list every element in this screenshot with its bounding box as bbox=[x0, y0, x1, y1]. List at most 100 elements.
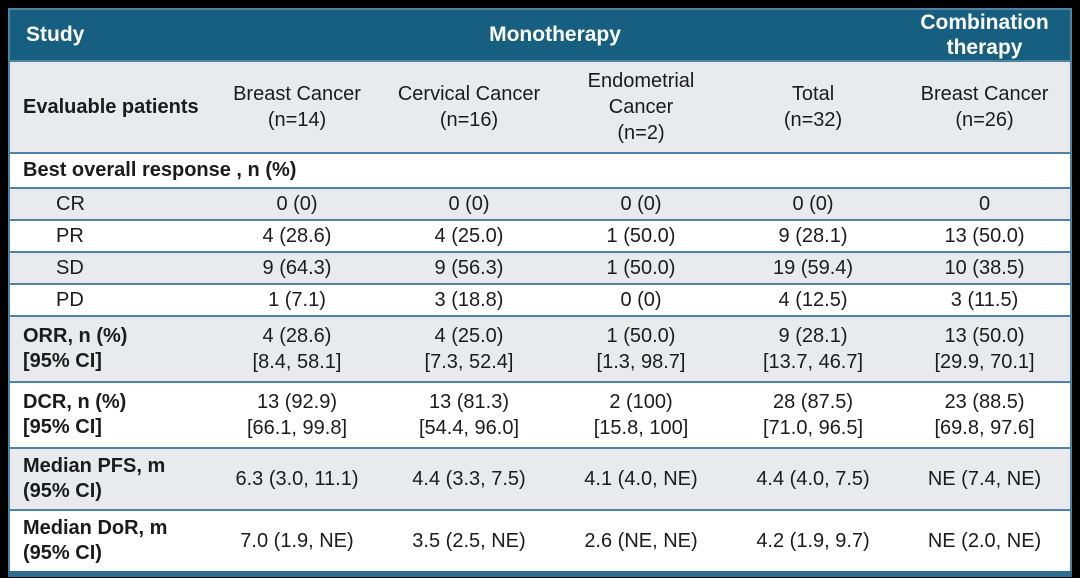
data-cell: 4 (12.5) bbox=[727, 283, 900, 316]
row-label-line1: ORR, n (%) bbox=[23, 325, 128, 347]
data-cell: 4 (25.0) bbox=[383, 219, 555, 252]
cell-value: 28 (87.5) bbox=[772, 391, 854, 413]
data-cell: 4 (28.6) bbox=[211, 219, 383, 252]
column-header-cell: Endometrial Cancer (n=2) bbox=[555, 60, 727, 153]
cell-value: 1 (50.0) bbox=[606, 325, 676, 347]
row-label: PD bbox=[9, 283, 211, 316]
efficacy-results-table: Study Monotherapy Combination therapy Ev… bbox=[8, 8, 1073, 577]
row-label-line2: (95% CI) bbox=[23, 542, 102, 564]
cell-ci: [69.8, 97.6] bbox=[934, 417, 1035, 439]
row-label-line1: DCR, n (%) bbox=[23, 391, 127, 413]
data-cell: 1 (7.1) bbox=[211, 283, 383, 316]
data-cell: 2 (100) [15.8, 100] bbox=[555, 381, 727, 448]
data-cell: 19 (59.4) bbox=[727, 251, 900, 284]
data-cell: 0 (0) bbox=[383, 187, 555, 220]
data-cell: 1 (50.0) bbox=[555, 251, 727, 284]
cell-value: 13 (50.0) bbox=[944, 325, 1025, 347]
cohort-n: (n=26) bbox=[955, 109, 1014, 131]
data-cell: 9 (56.3) bbox=[383, 251, 555, 284]
data-cell: 3 (18.8) bbox=[383, 283, 555, 316]
cell-value: 23 (88.5) bbox=[944, 391, 1025, 413]
table-header-row: Study Monotherapy Combination therapy bbox=[9, 9, 1072, 61]
data-cell: 1 (50.0) [1.3, 98.7] bbox=[555, 315, 727, 382]
data-cell: 4 (28.6) [8.4, 58.1] bbox=[211, 315, 383, 382]
cell-value: 13 (81.3) bbox=[428, 391, 510, 413]
cell-value: 9 (28.1) bbox=[778, 325, 848, 347]
row-label: Median DoR, m (95% CI) bbox=[9, 509, 211, 574]
table-row-sd: SD 9 (64.3) 9 (56.3) 1 (50.0) 19 (59.4) … bbox=[9, 251, 1072, 284]
cohort-n: (n=16) bbox=[439, 109, 499, 131]
row-label: Evaluable patients bbox=[9, 60, 211, 153]
data-cell: 4.2 (1.9, 9.7) bbox=[727, 509, 900, 574]
data-cell: NE (7.4, NE) bbox=[899, 447, 1072, 510]
data-cell: 23 (88.5) [69.8, 97.6] bbox=[899, 381, 1072, 448]
table-row-pr: PR 4 (28.6) 4 (25.0) 1 (50.0) 9 (28.1) 1… bbox=[9, 219, 1072, 252]
cell-ci: [8.4, 58.1] bbox=[252, 351, 342, 373]
data-cell: 2.6 (NE, NE) bbox=[555, 509, 727, 574]
cohort-n: (n=14) bbox=[267, 109, 327, 131]
data-cell: 10 (38.5) bbox=[899, 251, 1072, 284]
column-header-cell: Cervical Cancer (n=16) bbox=[383, 60, 555, 153]
data-cell: 28 (87.5) [71.0, 96.5] bbox=[727, 381, 900, 448]
row-label-line2: (95% CI) bbox=[23, 480, 102, 502]
cohort-n: (n=2) bbox=[617, 122, 665, 144]
data-cell: 13 (50.0) bbox=[899, 219, 1072, 252]
table-frame: Study Monotherapy Combination therapy Ev… bbox=[8, 8, 1073, 577]
data-cell: 9 (28.1) bbox=[727, 219, 900, 252]
cohort-name: Total bbox=[791, 83, 835, 105]
data-cell: NE (2.0, NE) bbox=[899, 509, 1072, 574]
cohort-n: (n=32) bbox=[783, 109, 843, 131]
row-label-line2: [95% CI] bbox=[23, 350, 102, 372]
data-cell: 4.4 (3.3, 7.5) bbox=[383, 447, 555, 510]
header-monotherapy: Monotherapy bbox=[211, 9, 900, 61]
row-label: ORR, n (%) [95% CI] bbox=[9, 315, 211, 382]
cell-ci: [7.3, 52.4] bbox=[424, 351, 514, 373]
cohort-name: Endometrial Cancer bbox=[587, 70, 695, 118]
cell-value: 4 (28.6) bbox=[262, 325, 332, 347]
data-cell: 4.1 (4.0, NE) bbox=[555, 447, 727, 510]
table-row-median-pfs: Median PFS, m (95% CI) 6.3 (3.0, 11.1) 4… bbox=[9, 447, 1072, 510]
data-cell: 7.0 (1.9, NE) bbox=[211, 509, 383, 574]
table-row-cr: CR 0 (0) 0 (0) 0 (0) 0 (0) 0 bbox=[9, 187, 1072, 220]
cell-value: 4 (25.0) bbox=[434, 325, 504, 347]
header-study: Study bbox=[9, 9, 211, 61]
column-header-cell: Breast Cancer (n=26) bbox=[899, 60, 1072, 153]
data-cell: 13 (81.3) [54.4, 96.0] bbox=[383, 381, 555, 448]
cell-ci: [1.3, 98.7] bbox=[596, 351, 686, 373]
data-cell: 0 (0) bbox=[727, 187, 900, 220]
table-row-median-dor: Median DoR, m (95% CI) 7.0 (1.9, NE) 3.5… bbox=[9, 509, 1072, 574]
data-cell: 1 (50.0) bbox=[555, 219, 727, 252]
data-cell: 9 (28.1) [13.7, 46.7] bbox=[727, 315, 900, 382]
row-label-line1: Median DoR, m bbox=[23, 517, 168, 539]
data-cell: 6.3 (3.0, 11.1) bbox=[211, 447, 383, 510]
column-header-cell: Breast Cancer (n=14) bbox=[211, 60, 383, 153]
table-section-row: Best overall response , n (%) bbox=[9, 152, 1072, 188]
cohort-name: Cervical Cancer bbox=[397, 83, 541, 105]
cohort-name: Breast Cancer bbox=[233, 83, 361, 105]
row-label-line1: Median PFS, m bbox=[23, 455, 166, 477]
table-row-orr: ORR, n (%) [95% CI] 4 (28.6) [8.4, 58.1]… bbox=[9, 315, 1072, 382]
cell-ci: [54.4, 96.0] bbox=[418, 417, 520, 439]
table-row-evaluable-patients: Evaluable patients Breast Cancer (n=14) … bbox=[9, 60, 1072, 153]
data-cell: 0 (0) bbox=[555, 283, 727, 316]
data-cell: 9 (64.3) bbox=[211, 251, 383, 284]
row-label: CR bbox=[9, 187, 211, 220]
cohort-name: Breast Cancer bbox=[920, 83, 1049, 105]
row-label: Median PFS, m (95% CI) bbox=[9, 447, 211, 510]
table-row-dcr: DCR, n (%) [95% CI] 13 (92.9) [66.1, 99.… bbox=[9, 381, 1072, 448]
data-cell: 4 (25.0) [7.3, 52.4] bbox=[383, 315, 555, 382]
row-label: SD bbox=[9, 251, 211, 284]
data-cell: 13 (92.9) [66.1, 99.8] bbox=[211, 381, 383, 448]
cell-value: 13 (92.9) bbox=[256, 391, 338, 413]
data-cell: 4.4 (4.0, 7.5) bbox=[727, 447, 900, 510]
table-row-pd: PD 1 (7.1) 3 (18.8) 0 (0) 4 (12.5) 3 (11… bbox=[9, 283, 1072, 316]
column-header-cell: Total (n=32) bbox=[727, 60, 900, 153]
row-label: PR bbox=[9, 219, 211, 252]
data-cell: 3.5 (2.5, NE) bbox=[383, 509, 555, 574]
cell-ci: [66.1, 99.8] bbox=[246, 417, 348, 439]
data-cell: 0 (0) bbox=[211, 187, 383, 220]
data-cell: 13 (50.0) [29.9, 70.1] bbox=[899, 315, 1072, 382]
cell-ci: [71.0, 96.5] bbox=[762, 417, 864, 439]
row-label-line2: [95% CI] bbox=[23, 416, 102, 438]
cell-value: 2 (100) bbox=[609, 391, 673, 413]
